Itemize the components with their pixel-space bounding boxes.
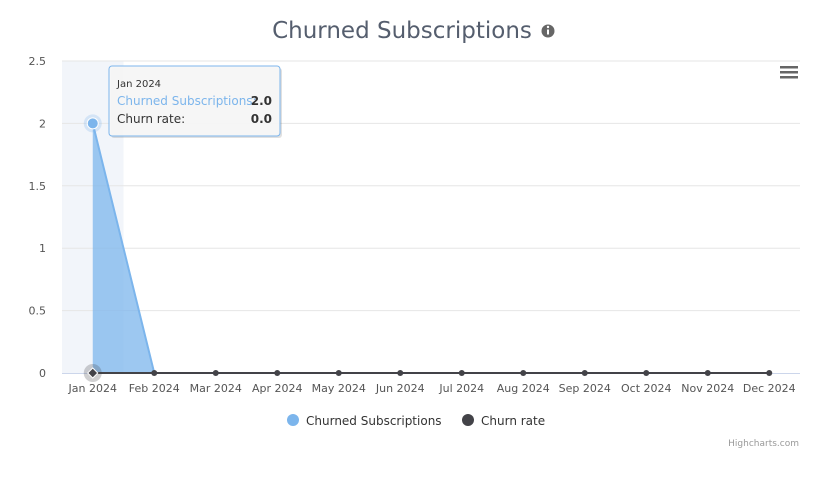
point-churn-rate (335, 370, 342, 376)
chart-title: Churned Subscriptions (272, 18, 532, 44)
tooltip-label: Churn rate: (117, 112, 185, 126)
credits-link[interactable]: Highcharts.com (728, 439, 799, 449)
x-tick-label: Oct 2024 (621, 382, 672, 395)
plot-area: 0 0.5 1 1.5 2 2.5 Jan 2024 Feb 2024 Mar 2024 Apr … (29, 55, 800, 395)
point-churn-rate (520, 370, 527, 376)
tooltip-value: 0.0 (251, 112, 272, 126)
x-tick-label: Mar 2024 (190, 382, 242, 395)
point-churn-rate (704, 370, 711, 376)
tooltip-box (108, 65, 281, 137)
tooltip-value: 2.0 (251, 94, 272, 108)
x-tick-label: Nov 2024 (681, 382, 734, 395)
y-tick-label: 1.5 (29, 180, 47, 193)
legend-item-label[interactable]: Churned Subscriptions (306, 414, 442, 428)
point-churn-rate (397, 370, 404, 376)
x-tick-label: Aug 2024 (497, 382, 550, 395)
point-churn-rate (766, 370, 773, 376)
point-churn-rate (212, 370, 219, 376)
x-tick-label: May 2024 (312, 382, 366, 395)
x-tick-label: Sep 2024 (559, 382, 611, 395)
hamburger-menu-icon[interactable] (780, 66, 798, 79)
legend-marker (287, 414, 299, 426)
y-tick-label: 0 (39, 367, 46, 380)
point-churn-rate (643, 370, 650, 376)
point-churned-subscriptions (86, 117, 99, 130)
point-churn-rate (274, 370, 281, 376)
x-tick-label: Jan 2024 (68, 382, 117, 395)
tooltip-header: Jan 2024 (116, 79, 161, 90)
point-churn-rate (151, 370, 158, 376)
x-tick-label: Jun 2024 (375, 382, 425, 395)
tooltip-label: Churned Subscriptions: (117, 94, 257, 108)
point-churn-rate (458, 370, 465, 376)
point-churn-rate (581, 370, 588, 376)
y-tick-label: 1 (39, 242, 46, 255)
y-tick-label: 0.5 (29, 305, 47, 318)
legend-item-label[interactable]: Churn rate (481, 414, 545, 428)
y-tick-label: 2.5 (29, 55, 47, 68)
tooltip: Jan 2024 Churned Subscriptions:2.0 Churn r… (108, 65, 282, 138)
x-tick-label: Dec 2024 (743, 382, 796, 395)
info-icon[interactable] (541, 24, 555, 38)
x-tick-label: Apr 2024 (252, 382, 303, 395)
y-tick-label: 2 (39, 117, 46, 130)
legend: Churned Subscriptions Churn rate (287, 414, 545, 428)
point-churn-rate-diamond (87, 367, 99, 379)
x-tick-label: Feb 2024 (129, 382, 180, 395)
legend-marker (462, 414, 474, 426)
x-tick-label: Jul 2024 (438, 382, 484, 395)
